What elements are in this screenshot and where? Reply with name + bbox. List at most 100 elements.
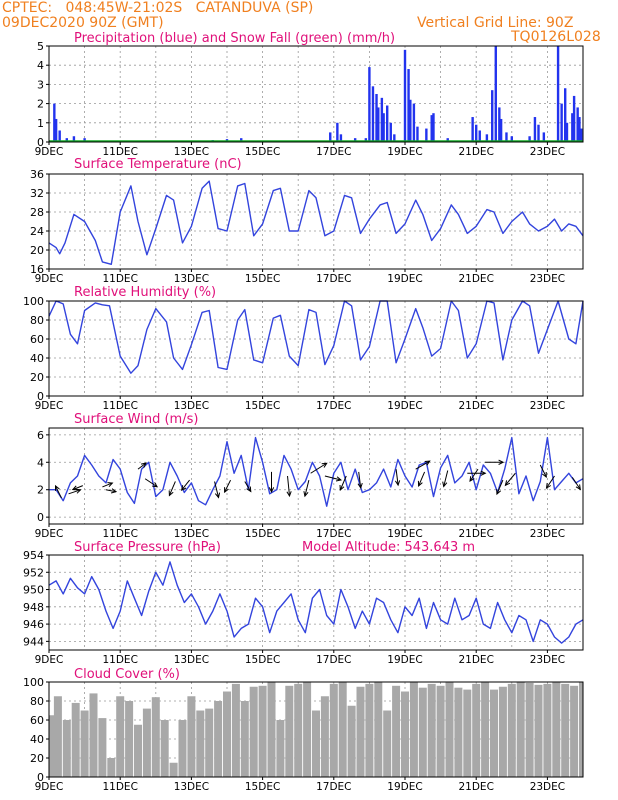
cloud-cover-bar [222,691,232,777]
x-tick-label: 15DEC [245,146,280,158]
panel-title: Precipitation (blue) and Snow Fall (gree… [74,31,395,46]
x-tick-label: 15DEC [245,781,280,793]
panel-title: Relative Humidity (%) [74,285,216,300]
y-tick-label: 952 [23,566,44,579]
precip-bar [393,134,396,142]
x-tick-label: 21DEC [458,654,493,666]
panel-frame [48,300,584,397]
wind-arrowhead [303,491,309,498]
y-tick-label: 60 [30,333,44,346]
model-altitude-label: Model Altitude: 543.643 m [302,540,475,555]
cloud-cover-bar [570,685,579,777]
panel-title: Surface Wind (m/s) [74,412,198,427]
precip-bar [329,132,332,142]
cloud-cover-bar [561,683,570,777]
y-tick-label: 36 [30,168,44,181]
precip-bar [58,130,61,142]
x-tick-label: 21DEC [458,528,493,540]
cloud-cover-bar [267,682,276,777]
wind-arrowhead [268,487,275,494]
y-tick-label: 40 [30,352,44,365]
panel-frame [48,173,584,270]
precip-bar [578,117,581,142]
wind-arrow [469,468,479,482]
cloud-cover-bar [481,682,490,777]
x-tick-label: 19DEC [387,528,422,540]
precip-bar [412,103,416,142]
cloud-cover-bar [463,689,472,777]
wind-arrow [214,481,220,498]
wind-arrow [339,475,347,491]
precip-bar [471,117,474,142]
x-tick-label: 11DEC [102,146,137,158]
precip-bar [432,113,435,142]
cloud-cover-bar [258,685,267,777]
cloud-cover-bar [383,710,392,777]
wind-arrow [68,489,81,495]
precip-bar [339,134,343,142]
cloud-cover-bar [454,687,463,777]
wind-arrow [287,475,291,497]
x-tick-label: 23DEC [530,528,565,540]
wind-arrow [224,479,232,493]
y-tick-label: 40 [30,733,44,746]
precip-bar [560,103,563,142]
wind-arrowhead [480,470,487,476]
cloud-cover-bar [400,691,410,777]
x-tick-label: 23DEC [530,273,565,285]
precip-bar [425,128,428,142]
wind-arrow [310,462,327,474]
wind-arrow [546,475,555,489]
cloud-cover-bar [507,683,516,777]
cloud-cover-bar [525,682,534,777]
x-tick-label: 17DEC [316,400,351,412]
cloud-cover-bar [320,696,329,777]
x-tick-label: 13DEC [174,654,209,666]
wind-arrowhead [417,480,423,487]
wind-arrowhead [110,488,118,494]
y-tick-label: 0 [37,511,44,524]
wind-arrow [137,462,147,470]
cloud-cover-bar [338,682,347,777]
x-tick-label: 23DEC [530,781,565,793]
wind-arrow [504,472,516,486]
y-tick-label: 24 [30,225,44,238]
panel-6: 0 20 40 60 80 100 9DEC 11DEC 13DEC 15DEC 17DEC 19DE… [23,667,584,793]
y-tick-label: 4 [37,456,44,469]
x-tick-label: 13DEC [174,146,209,158]
precip-bar [537,124,540,142]
wind-arrow [415,460,430,470]
y-tick-label: 950 [23,584,44,597]
wind-arrow [304,479,310,497]
x-tick-label: 17DEC [316,654,351,666]
y-tick-label: 5 [37,40,44,53]
precip-bar [491,90,494,142]
wind-arrowhead [545,482,552,489]
panel-frame [48,427,584,525]
y-tick-label: 28 [30,206,44,219]
x-tick-label: 11DEC [102,400,137,412]
cloud-cover-bar [329,683,338,777]
cloud-cover-bar [62,720,71,777]
station-title: CPTEC: 048:45W-21:02S CATANDUVA (SP) [2,0,314,16]
x-tick-label: 17DEC [316,146,351,158]
run-date: 09DEC2020 90Z (GMT) [2,15,164,31]
x-tick-label: 13DEC [174,400,209,412]
x-tick-label: 23DEC [530,146,565,158]
wind-arrow [395,469,399,486]
wind-arrowhead [541,471,547,479]
cloud-cover-bar [151,697,160,777]
panel-title: Surface Temperature (nC) [74,157,242,172]
precip-bar [580,128,583,142]
x-tick-label: 17DEC [316,781,351,793]
precip-bar [368,67,371,142]
precip-bar [505,132,508,142]
precip-bar [409,99,412,142]
precip-bar [475,124,478,142]
precip-bar [407,69,410,142]
x-tick-label: 21DEC [458,146,493,158]
wind-arrow [539,464,547,478]
cloud-cover-bar [303,682,312,777]
cloud-cover-bar [489,689,499,777]
